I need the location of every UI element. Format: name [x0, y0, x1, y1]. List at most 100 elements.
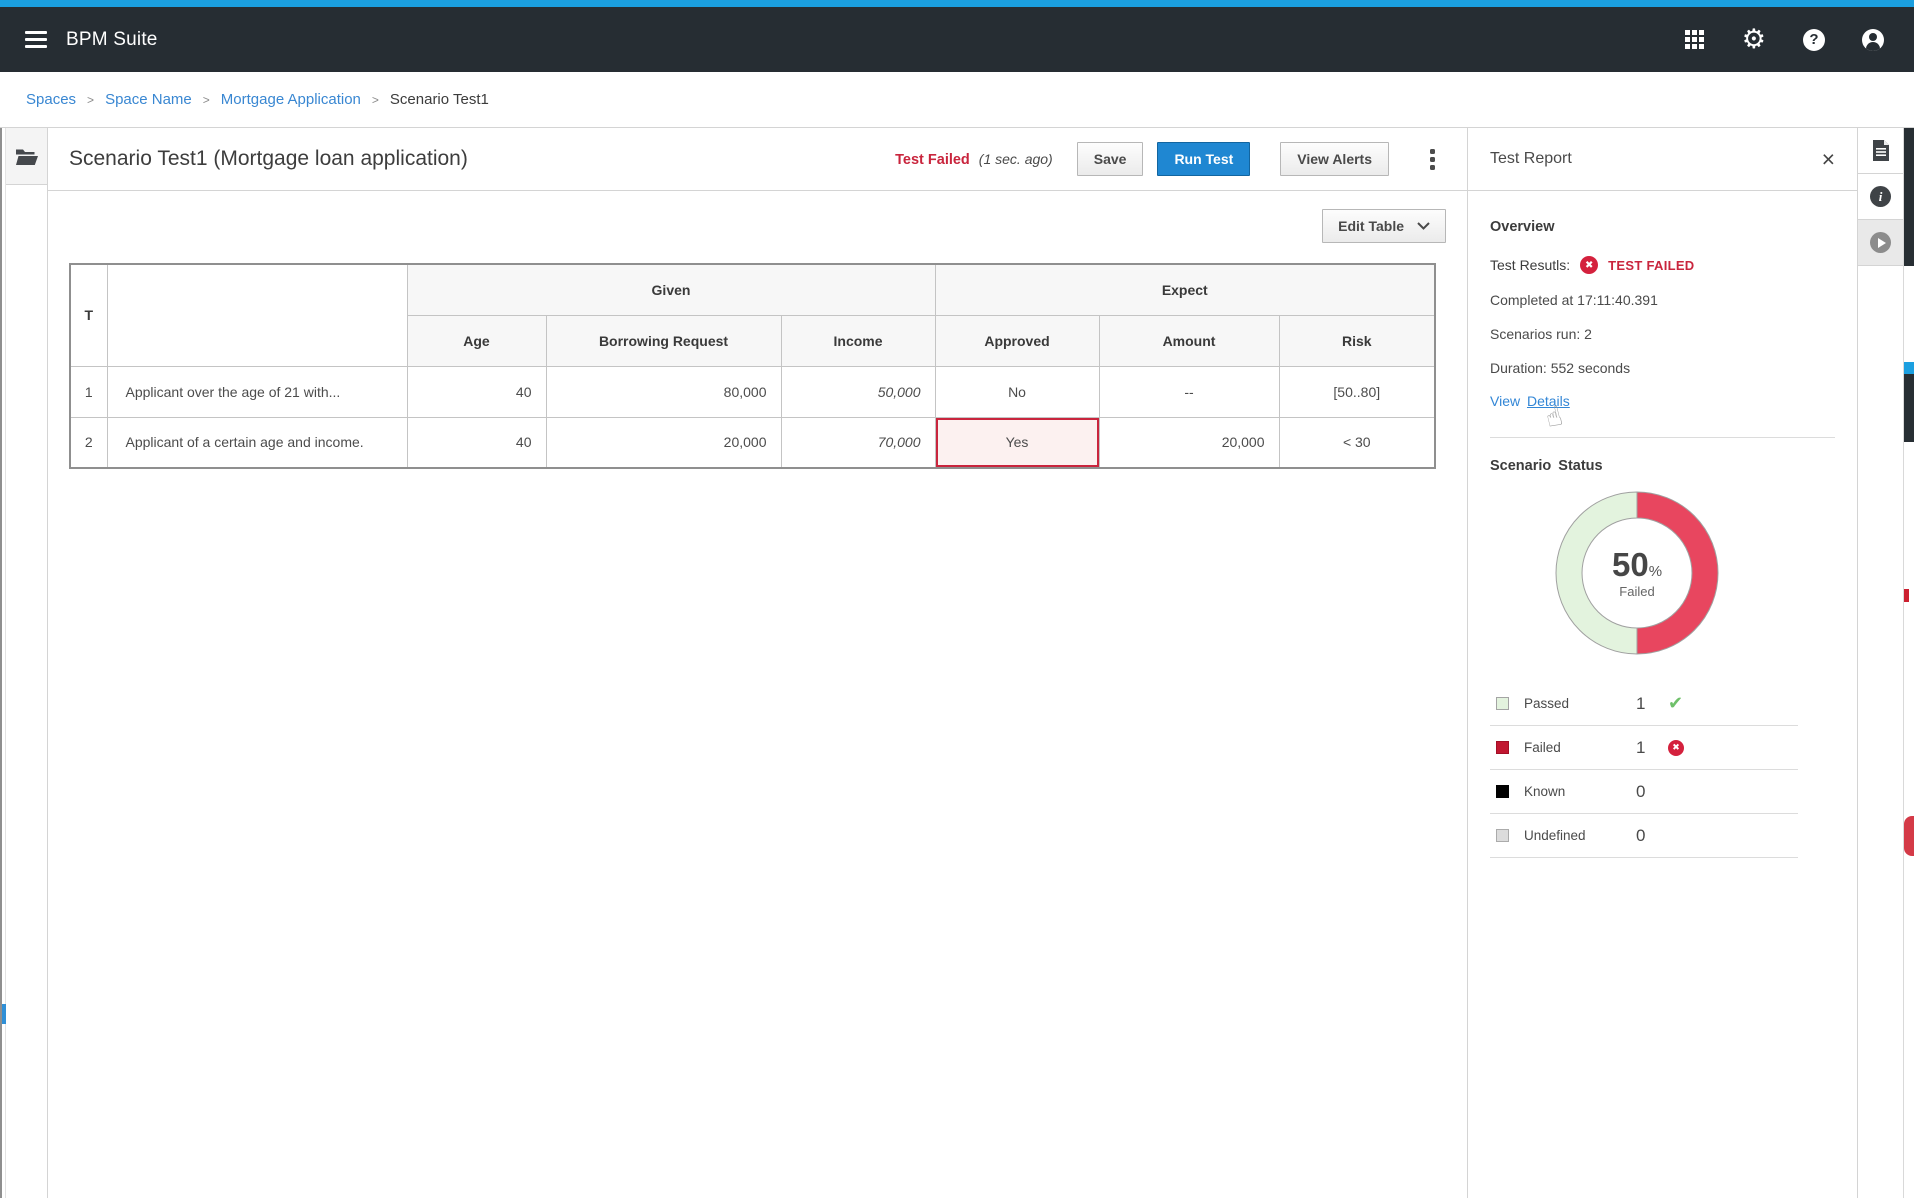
scenario-status-donut-chart: 50% Failed	[1554, 490, 1720, 656]
row-1-description-cell[interactable]: Applicant over the age of 21 with...	[107, 366, 407, 417]
col-header-age: Age	[407, 315, 546, 366]
col-header-income: Income	[781, 315, 935, 366]
asset-header: Scenario Test1 (Mortgage loan applicatio…	[48, 128, 1467, 191]
close-icon[interactable]: ×	[1822, 148, 1835, 171]
edit-table-dropdown[interactable]: Edit Table	[1322, 209, 1446, 243]
row-1-risk-cell[interactable]: [50..80]	[1279, 366, 1435, 417]
col-header-amount: Amount	[1099, 315, 1279, 366]
apps-grid-icon[interactable]	[1685, 30, 1705, 50]
page-title: Scenario Test1 (Mortgage loan applicatio…	[69, 147, 468, 171]
edit-table-label: Edit Table	[1338, 218, 1404, 234]
table-row: 2 Applicant of a certain age and income.…	[70, 417, 1435, 468]
app-navbar: BPM Suite ⚙ ?	[0, 7, 1914, 72]
play-run-icon[interactable]	[1858, 220, 1903, 266]
row-1-approved-cell[interactable]: No	[935, 366, 1099, 417]
info-icon[interactable]: i	[1858, 174, 1903, 220]
background-fragment	[1904, 362, 1914, 374]
main-content: Scenario Test1 (Mortgage loan applicatio…	[48, 128, 1467, 1198]
test-status-text: Test Failed	[895, 152, 970, 168]
table-row: 1 Applicant over the age of 21 with... 4…	[70, 366, 1435, 417]
scenario-status-legend: Passed 1 ✔ Failed 1 ✖ Known 0 Und	[1490, 682, 1798, 858]
background-fragment	[1904, 816, 1914, 856]
failed-swatch	[1496, 741, 1509, 754]
check-icon: ✔	[1668, 693, 1683, 714]
failed-x-circle-icon: ✖	[1580, 256, 1598, 274]
app-title: BPM Suite	[66, 29, 158, 51]
help-icon[interactable]: ?	[1803, 29, 1825, 51]
breadcrumb-current: Scenario Test1	[390, 91, 489, 108]
row-2-number: 2	[70, 417, 107, 468]
donut-center-label: Failed	[1619, 584, 1654, 599]
window-top-accent-strip	[0, 0, 1914, 7]
settings-gear-icon[interactable]: ⚙	[1742, 26, 1766, 53]
background-fragment	[2, 1004, 6, 1024]
col-header-risk: Risk	[1279, 315, 1435, 366]
x-circle-icon: ✖	[1668, 740, 1684, 756]
legend-row-known: Known 0	[1490, 770, 1798, 814]
row-2-risk-cell[interactable]: < 30	[1279, 417, 1435, 468]
save-button[interactable]: Save	[1077, 142, 1144, 176]
breadcrumb-mortgage-application[interactable]: Mortgage Application	[221, 91, 361, 108]
group-header-expect: Expect	[935, 264, 1435, 315]
table-description-header	[107, 264, 407, 366]
test-report-title: Test Report	[1490, 150, 1572, 168]
kebab-menu-icon[interactable]	[1419, 143, 1446, 176]
breadcrumb-spaces[interactable]: Spaces	[26, 91, 76, 108]
row-1-borrowing-cell[interactable]: 80,000	[546, 366, 781, 417]
row-1-income-cell[interactable]: 50,000	[781, 366, 935, 417]
scenarios-run-text: Scenarios run: 2	[1490, 326, 1835, 342]
undefined-swatch	[1496, 829, 1509, 842]
legend-row-failed: Failed 1 ✖	[1490, 726, 1798, 770]
test-status-time: (1 sec. ago)	[979, 151, 1053, 167]
row-1-number: 1	[70, 366, 107, 417]
row-1-age-cell[interactable]: 40	[407, 366, 546, 417]
duration-text: Duration: 552 seconds	[1490, 360, 1835, 376]
table-corner-cell: T	[70, 264, 107, 366]
file-explorer-strip	[6, 128, 48, 1198]
overview-heading: Overview	[1490, 219, 1835, 235]
breadcrumb-space-name[interactable]: Space Name	[105, 91, 192, 108]
background-fragment	[1904, 128, 1914, 266]
donut-percent-value: 50	[1612, 546, 1649, 583]
test-results-label: Test Resutls:	[1490, 257, 1570, 273]
run-test-button[interactable]: Run Test	[1157, 142, 1250, 176]
scenario-decision-table: T Given Expect Age Borrowing Request Inc…	[69, 263, 1436, 469]
test-results-line: Test Resutls: ✖ TEST FAILED	[1490, 256, 1835, 274]
breadcrumb-separator: >	[87, 93, 94, 107]
known-swatch	[1496, 785, 1509, 798]
right-dock-toolbar: i	[1857, 128, 1903, 1198]
group-header-given: Given	[407, 264, 935, 315]
scenario-editor: Edit Table T Given Expect	[48, 191, 1467, 1198]
breadcrumb-separator: >	[203, 93, 210, 107]
completed-at-text: Completed at 17:11:40.391	[1490, 292, 1835, 308]
view-alerts-button[interactable]: View Alerts	[1280, 142, 1389, 176]
row-2-age-cell[interactable]: 40	[407, 417, 546, 468]
hamburger-menu-icon[interactable]	[25, 31, 47, 48]
view-details-link[interactable]: View Details ☝	[1490, 393, 1570, 409]
row-2-approved-cell-failed[interactable]: Yes	[935, 417, 1099, 468]
col-header-borrowing-request: Borrowing Request	[546, 315, 781, 366]
legend-row-undefined: Undefined 0	[1490, 814, 1798, 858]
donut-percent-sign: %	[1649, 563, 1662, 580]
document-report-icon[interactable]	[1858, 128, 1903, 174]
background-fragment	[1904, 374, 1914, 442]
row-2-income-cell[interactable]: 70,000	[781, 417, 935, 468]
user-avatar-icon[interactable]	[1862, 29, 1884, 51]
test-status: Test Failed (1 sec. ago)	[895, 151, 1053, 168]
background-fragment	[1904, 589, 1909, 602]
row-1-amount-cell[interactable]: --	[1099, 366, 1279, 417]
open-folder-icon[interactable]	[6, 128, 47, 185]
breadcrumb-separator: >	[372, 93, 379, 107]
test-report-panel: Test Report × Overview Test Resutls: ✖ T…	[1467, 128, 1857, 1198]
right-edge-sliver	[1903, 128, 1914, 1198]
col-header-approved: Approved	[935, 315, 1099, 366]
chevron-down-icon	[1417, 222, 1430, 230]
left-edge-sliver	[0, 128, 6, 1198]
row-2-description-cell[interactable]: Applicant of a certain age and income.	[107, 417, 407, 468]
test-failed-value: TEST FAILED	[1608, 258, 1694, 273]
row-2-borrowing-cell[interactable]: 20,000	[546, 417, 781, 468]
row-2-amount-cell[interactable]: 20,000	[1099, 417, 1279, 468]
divider	[1490, 437, 1835, 438]
workspace: Scenario Test1 (Mortgage loan applicatio…	[0, 127, 1914, 1198]
scenario-status-heading: Scenario Status	[1490, 458, 1835, 474]
